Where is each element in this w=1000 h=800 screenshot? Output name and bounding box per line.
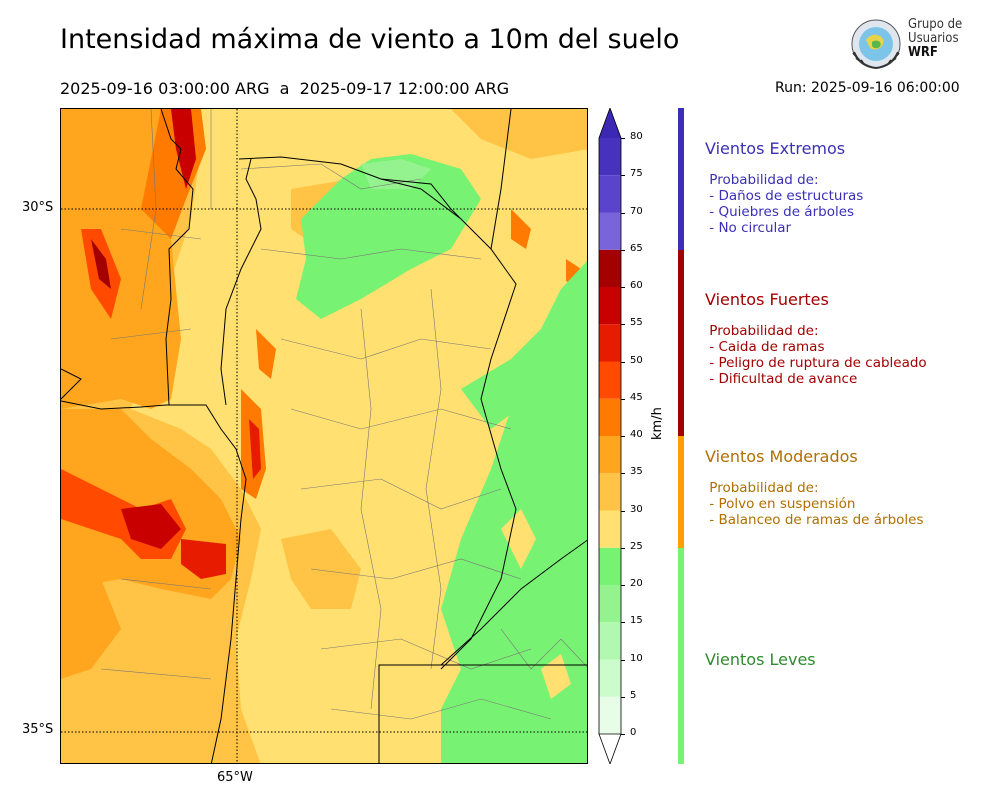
- colorbar-tick-label: 50: [630, 354, 643, 366]
- map-title: Intensidad máxima de viento a 10m del su…: [60, 24, 680, 55]
- category-description: Probabilidad de: - Polvo en suspensión -…: [709, 480, 924, 528]
- colorbar-segment: [599, 622, 621, 660]
- category-description: Probabilidad de: - Caida de ramas - Peli…: [709, 323, 927, 387]
- light-wind-patch: [361, 159, 431, 189]
- colorbar-tick-mark: [621, 734, 625, 735]
- colorbar-tick-mark: [621, 659, 625, 661]
- category-bar: [678, 108, 684, 250]
- colorbar-tick-label: 10: [630, 652, 643, 664]
- colorbar-tick-label: 30: [630, 503, 643, 515]
- colorbar-tick-label: 60: [630, 280, 643, 291]
- wind-map: [60, 108, 588, 764]
- colorbar-extend-max: [599, 108, 621, 138]
- forecast-period: 2025-09-16 03:00:00 ARG a 2025-09-17 12:…: [60, 79, 510, 98]
- colorbar-tick-label: 15: [630, 615, 643, 627]
- light-wind-patch-2: [461, 329, 541, 429]
- colorbar-tick-mark: [621, 212, 625, 214]
- colorbar-tick-label: 75: [630, 168, 643, 180]
- colorbar-tick-mark: [621, 473, 625, 475]
- category-bar: [678, 436, 684, 548]
- colorbar-tick-label: 45: [630, 391, 643, 403]
- light-wind-area-east: [441, 261, 587, 763]
- colorbar-segment: [599, 473, 621, 511]
- strong-wind-area-south: [61, 579, 121, 679]
- colorbar-tick-mark: [621, 585, 625, 586]
- graticule: [61, 109, 587, 763]
- category-title: Vientos Moderados: [705, 447, 858, 466]
- colorbar-units: km/h: [650, 407, 665, 440]
- wind-field: [61, 109, 587, 763]
- colorbar-tick-mark: [621, 696, 625, 698]
- colorbar-tick-mark: [621, 175, 625, 177]
- category-title: Vientos Extremos: [705, 139, 846, 158]
- colorbar-segment: [599, 547, 621, 585]
- category-bar: [678, 249, 684, 436]
- colorbar-segment: [599, 324, 621, 362]
- high-wind-core-2: [171, 109, 196, 189]
- globe-logo-icon: [851, 19, 901, 70]
- logo-line-3: WRF: [908, 45, 938, 60]
- light-wind-area-north: [296, 154, 481, 319]
- colorbar-segment: [599, 175, 621, 213]
- colorbar-tick-label: 35: [630, 466, 643, 478]
- moderate-patch-1: [281, 529, 361, 609]
- department-boundaries: [100, 109, 587, 720]
- northeast-wind-patch: [511, 209, 531, 249]
- colorbar-segment: [599, 361, 621, 399]
- colorbar-tick-mark: [621, 547, 625, 549]
- colorbar-tick-label: 5: [630, 689, 637, 701]
- colorbar-tick-mark: [621, 436, 625, 437]
- colorbar-tick-mark: [621, 324, 625, 326]
- lat-label-35s: 35°S: [22, 722, 54, 737]
- colorbar-tick-label: 0: [630, 727, 637, 738]
- category-description: Probabilidad de: - Daños de estructuras …: [709, 172, 864, 236]
- ridge-wind-band-2: [256, 329, 276, 379]
- colorbar-segment: [599, 249, 621, 287]
- colorbar-tick-mark: [621, 510, 625, 512]
- colorbar-segment: [599, 436, 621, 474]
- ridge-wind-core: [249, 419, 261, 479]
- wrf-logo: Grupo de Usuarios WRF: [848, 16, 968, 72]
- colorbar-segment: [599, 696, 621, 734]
- colorbar-tick-label: 25: [630, 540, 643, 552]
- colorbar-tick-mark: [621, 249, 625, 251]
- colorbar-segment: [599, 138, 621, 176]
- colorbar-segment: [599, 659, 621, 697]
- colorbar-segment: [599, 212, 621, 250]
- colorbar-tick-mark: [621, 138, 625, 139]
- colorbar-tick-label: 55: [630, 317, 643, 329]
- moderate-patch-3: [451, 109, 587, 159]
- colorbar-tick-label: 65: [630, 242, 643, 254]
- lat-label-30s: 30°S: [22, 200, 54, 215]
- colorbar-tick-mark: [621, 622, 625, 624]
- lon-label-65w: 65°W: [217, 770, 253, 785]
- colorbar-segment: [599, 287, 621, 325]
- run-timestamp: Run: 2025-09-16 06:00:00: [775, 80, 960, 96]
- colorbar-tick-label: 80: [630, 131, 643, 142]
- colorbar-extend-min: [598, 733, 622, 764]
- colorbar-tick-label: 70: [630, 205, 643, 217]
- colorbar: [598, 108, 622, 764]
- colorbar-outline: [598, 108, 622, 734]
- logo-line-1: Grupo de: [908, 17, 963, 32]
- logo-line-2: Usuarios: [908, 31, 959, 46]
- colorbar-segment: [599, 398, 621, 436]
- category-title: Vientos Fuertes: [705, 290, 829, 309]
- extreme-core-1: [91, 239, 111, 289]
- high-wind-core-4: [121, 504, 181, 549]
- colorbar-tick-mark: [621, 287, 625, 288]
- high-wind-core-5: [181, 539, 226, 579]
- colorbar-tick-mark: [621, 398, 625, 400]
- moderate-patch-4: [501, 509, 536, 569]
- colorbar-tick-label: 40: [630, 429, 643, 440]
- colorbar-segment: [599, 510, 621, 548]
- colorbar-tick-mark: [621, 361, 625, 363]
- colorbar-segment: [599, 585, 621, 623]
- category-title: Vientos Leves: [705, 650, 816, 669]
- category-bar: [678, 547, 684, 764]
- colorbar-tick-label: 20: [630, 578, 643, 589]
